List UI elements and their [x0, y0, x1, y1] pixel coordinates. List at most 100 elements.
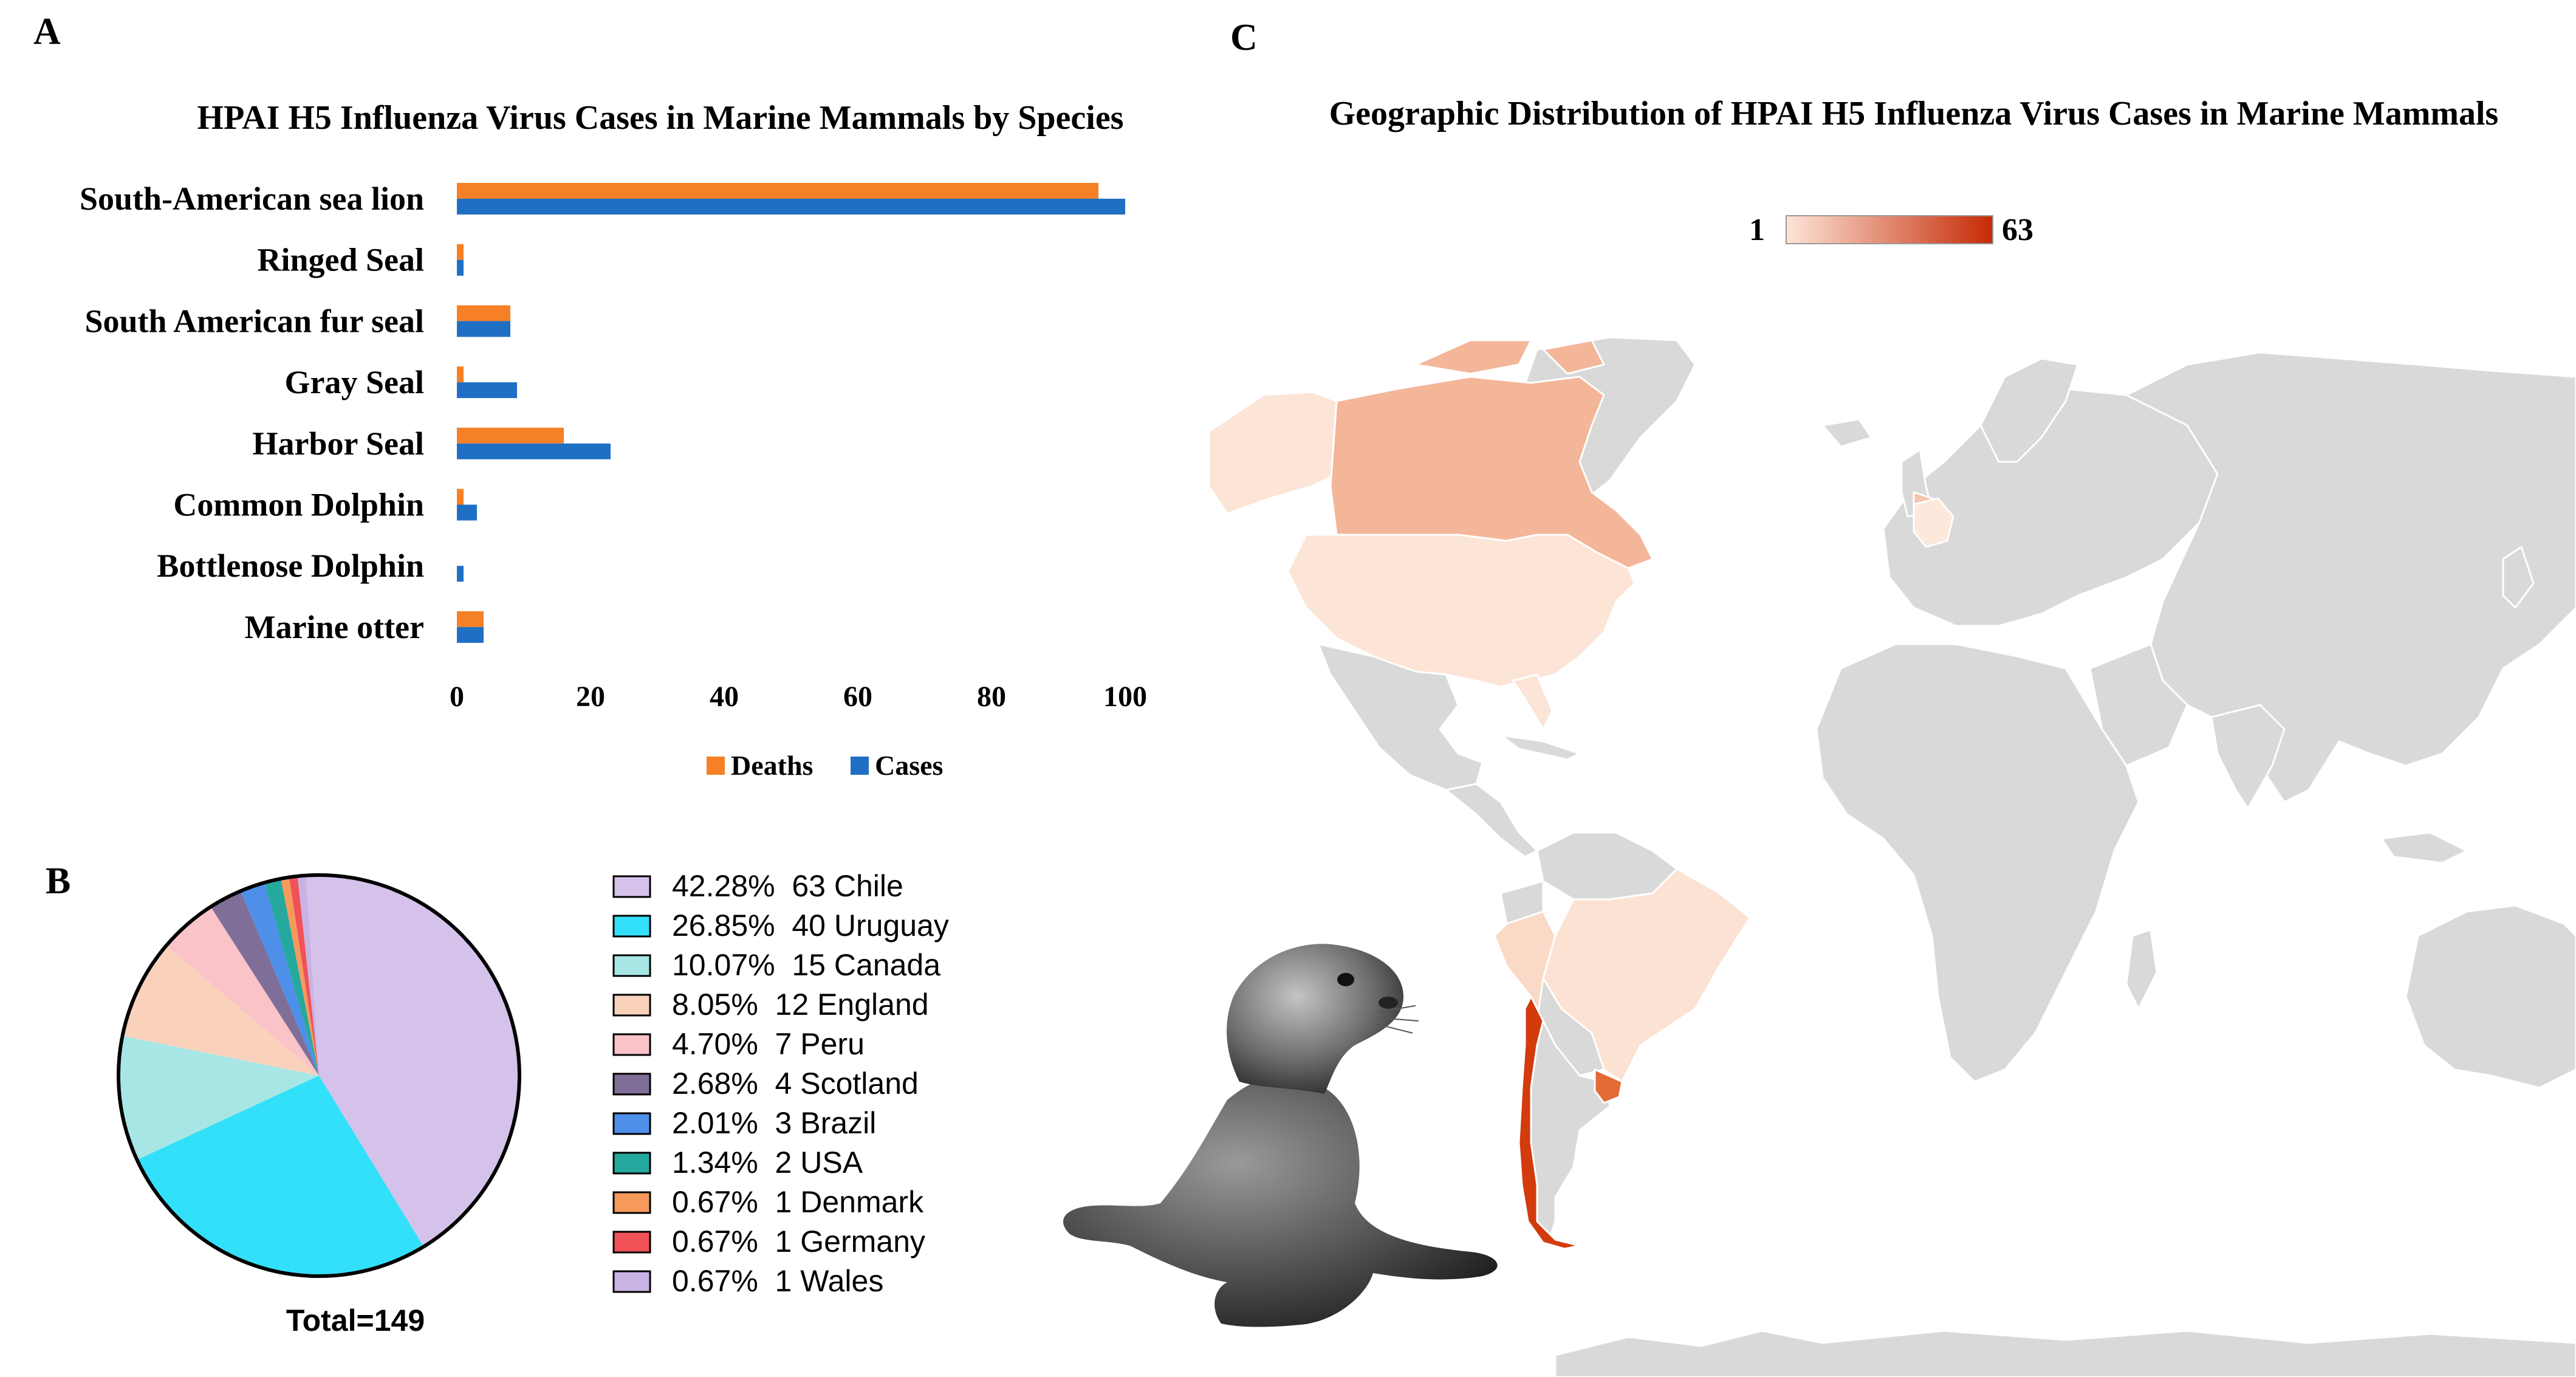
color-scale-bar — [1786, 215, 1993, 244]
pie-legend-label: 1.34% 2 USA — [672, 1145, 863, 1180]
x-tick-label: 20 — [576, 681, 605, 713]
bar-cases — [457, 443, 611, 459]
seal-nose — [1379, 997, 1398, 1009]
pie-slice-england — [122, 946, 319, 1076]
map-africa — [1815, 643, 2140, 1083]
pie-slice-usa — [264, 879, 319, 1076]
bar-cases — [457, 504, 477, 521]
pie-legend-label: 10.07% 15 Canada — [672, 948, 940, 982]
bar-marks — [457, 183, 1125, 643]
panel-a-letter: A — [33, 11, 61, 52]
legend-cases-label: Cases — [875, 750, 943, 781]
map-canada-islands-2 — [1542, 339, 1605, 375]
bar-category-label: Bottlenose Dolphin — [157, 548, 424, 584]
map-india — [2210, 704, 2286, 809]
pie-legend-label: 2.01% 3 Brazil — [672, 1106, 876, 1140]
map-japan — [2502, 546, 2535, 609]
bar-category-labels: South-American sea lion Ringed Seal South … — [80, 180, 424, 645]
pie-slice-denmark — [281, 877, 319, 1076]
pie-legend: 42.28% 63 Chile 26.85% 40 Uruguay 10.07% 1… — [612, 869, 949, 1298]
legend-swatch — [612, 1112, 651, 1135]
pie-slice-canada — [118, 1035, 320, 1160]
map-scandinavia — [1979, 357, 2079, 463]
bar-cases — [457, 321, 510, 337]
bar-category-label: Harbor Seal — [253, 425, 425, 462]
bar-category-label: Marine otter — [245, 609, 424, 645]
legend-swatch — [612, 1152, 651, 1175]
bar-category-label: Ringed Seal — [257, 242, 424, 278]
map-canada-islands — [1414, 339, 1532, 375]
bar-category-label: Gray Seal — [285, 364, 424, 400]
pie-legend-label: 0.67% 1 Denmark — [672, 1185, 924, 1219]
pie-slice-scotland — [210, 891, 319, 1076]
map-title: Geographic Distribution of HPAI H5 Influ… — [1329, 95, 2499, 132]
pie-slice-uruguay — [137, 1076, 424, 1276]
bar-deaths — [457, 366, 464, 383]
pie-slice-germany — [289, 876, 319, 1076]
pie-slice-chile — [306, 875, 519, 1247]
panel-c-letter: C — [1230, 17, 1258, 58]
pie-legend-label: 0.67% 1 Wales — [672, 1264, 883, 1298]
pie-legend-label: 26.85% 40 Uruguay — [672, 908, 949, 943]
bar-legend: Deaths Cases — [707, 750, 943, 781]
legend-swatch — [612, 1191, 651, 1214]
legend-swatch — [612, 954, 651, 977]
bar-cases — [457, 259, 464, 276]
map-chile — [1518, 995, 1581, 1250]
legend-swatch — [612, 1033, 651, 1056]
legend-swatch — [612, 1073, 651, 1096]
scale-min-label: 1 — [1749, 213, 1765, 247]
map-asia — [2125, 351, 2576, 803]
seal-whiskers — [1375, 1005, 1419, 1034]
bar-deaths — [457, 244, 464, 260]
x-tick-label: 100 — [1103, 681, 1147, 713]
bar-cases — [457, 199, 1125, 215]
map-germany — [1913, 497, 1954, 548]
pie-outline — [117, 873, 521, 1278]
bar-deaths — [457, 611, 484, 627]
legend-swatch — [612, 1270, 651, 1293]
legend-deaths-label: Deaths — [731, 750, 813, 781]
legend-swatch — [612, 915, 651, 938]
pie-legend-label: 42.28% 63 Chile — [672, 869, 903, 903]
map-iceland — [1821, 418, 1872, 448]
pie-total-label: Total=149 — [286, 1303, 425, 1338]
seal-body — [1063, 1075, 1498, 1327]
pie-legend-label: 4.70% 7 Peru — [672, 1027, 865, 1061]
map-florida — [1512, 673, 1553, 730]
seal-head — [1227, 944, 1403, 1094]
pie-slice-wales — [297, 875, 319, 1076]
map-uruguay — [1594, 1068, 1623, 1104]
map-usa — [1287, 534, 1636, 688]
scale-max-label: 63 — [2002, 213, 2033, 247]
map-antarctica — [1554, 1330, 2576, 1377]
pie-legend-label: 2.68% 4 Scotland — [672, 1066, 919, 1101]
map-madagascar — [2125, 929, 2158, 1010]
bar-deaths — [457, 489, 464, 505]
bar-category-label: Common Dolphin — [173, 487, 424, 523]
legend-deaths-swatch — [707, 757, 725, 775]
x-tick-label: 60 — [843, 681, 872, 713]
bar-cases — [457, 566, 464, 582]
bar-deaths — [457, 427, 564, 444]
world-map — [1208, 336, 2576, 1377]
panel-b: B Total=149 42.28% 63 Chile 26.85% 40 Uru… — [46, 860, 949, 1338]
seal-eye — [1337, 973, 1354, 986]
bar-deaths — [457, 305, 510, 321]
map-mexico — [1317, 643, 1484, 791]
bar-deaths — [457, 183, 1098, 199]
panel-c: C Geographic Distribution of HPAI H5 Inf… — [1063, 17, 2576, 1377]
legend-swatch — [612, 1231, 651, 1254]
map-cuba — [1499, 734, 1581, 761]
pie-slice-peru — [166, 907, 319, 1076]
legend-cases-swatch — [851, 757, 869, 775]
x-tick-label: 80 — [977, 681, 1006, 713]
pie-slice-brazil — [240, 882, 319, 1076]
map-alaska — [1208, 391, 1338, 515]
bar-cases — [457, 382, 517, 399]
panel-b-letter: B — [46, 860, 70, 902]
pie-chart — [118, 875, 519, 1276]
map-central-america — [1445, 783, 1538, 858]
seal-illustration — [1063, 944, 1498, 1327]
